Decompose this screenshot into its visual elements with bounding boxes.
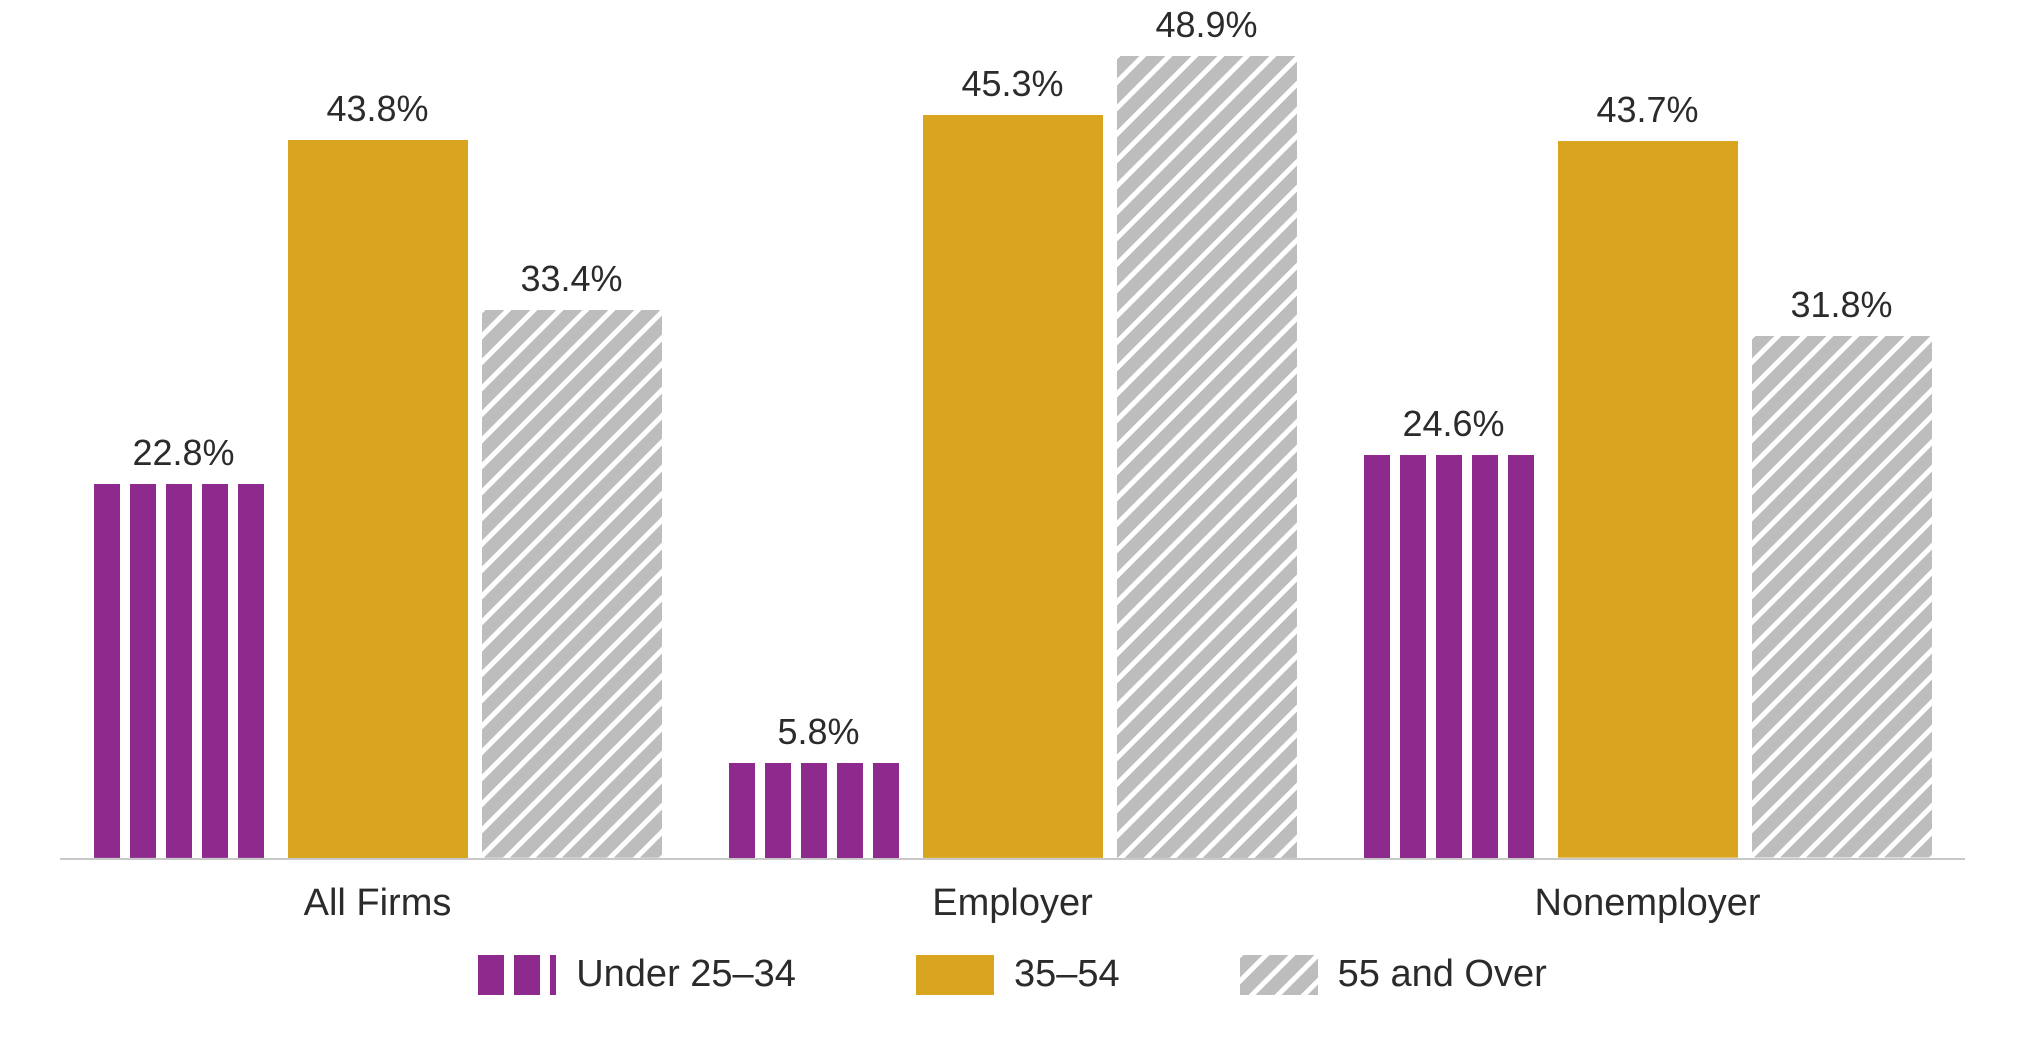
bar: 22.8% <box>94 432 274 858</box>
bar-rect <box>1752 336 1932 858</box>
x-axis-label: Nonemployer <box>1364 882 1932 925</box>
legend-swatch <box>916 955 994 995</box>
bar-group: 5.8% 45.3% 48.9% <box>729 4 1297 858</box>
bar-value-label: 33.4% <box>520 258 622 300</box>
bar-value-label: 24.6% <box>1402 403 1504 445</box>
bar-rect <box>1364 455 1544 858</box>
bar-rect <box>1558 141 1738 858</box>
legend: Under 25–34 35–54 55 and Over <box>60 953 1965 996</box>
bar-value-label: 43.8% <box>326 88 428 130</box>
bar: 5.8% <box>729 711 909 858</box>
bar-rect <box>1117 56 1297 858</box>
bar-rect <box>923 115 1103 858</box>
bar-value-label: 22.8% <box>132 432 234 474</box>
legend-item: 35–54 <box>916 953 1120 996</box>
bar: 48.9% <box>1117 4 1297 858</box>
x-axis-label: All Firms <box>94 882 662 925</box>
x-axis-label: Employer <box>729 882 1297 925</box>
bar: 43.8% <box>288 88 468 858</box>
legend-swatch <box>478 955 556 995</box>
legend-item: Under 25–34 <box>478 953 796 996</box>
bar-value-label: 5.8% <box>777 711 859 753</box>
bar-rect <box>288 140 468 858</box>
bar: 33.4% <box>482 258 662 858</box>
bar-value-label: 43.7% <box>1596 89 1698 131</box>
bar-rect <box>729 763 909 858</box>
legend-label: 35–54 <box>1014 953 1120 996</box>
bar-value-label: 45.3% <box>961 63 1063 105</box>
bar-rect <box>94 484 274 858</box>
bar-value-label: 48.9% <box>1155 4 1257 46</box>
legend-item: 55 and Over <box>1240 953 1547 996</box>
bar-group: 24.6% 43.7% 31.8% <box>1364 89 1932 858</box>
bar: 43.7% <box>1558 89 1738 858</box>
bar: 31.8% <box>1752 284 1932 858</box>
legend-label: Under 25–34 <box>576 953 796 996</box>
bar-group: 22.8% 43.8% 33.4% <box>94 88 662 858</box>
chart-container: 22.8% 43.8% 33.4% 5.8% 45.3% 48.9% 24.6% 43.7% 3… <box>0 0 2025 1059</box>
bar-value-label: 31.8% <box>1790 284 1892 326</box>
x-axis-labels: All Firms Employer Nonemployer <box>60 882 1965 925</box>
legend-label: 55 and Over <box>1338 953 1547 996</box>
bar: 45.3% <box>923 63 1103 858</box>
legend-swatch <box>1240 955 1318 995</box>
bar: 24.6% <box>1364 403 1544 858</box>
plot-area: 22.8%43.8%33.4%5.8%45.3%48.9%24.6%43.7%3… <box>60 40 1965 860</box>
bar-rect <box>482 310 662 858</box>
